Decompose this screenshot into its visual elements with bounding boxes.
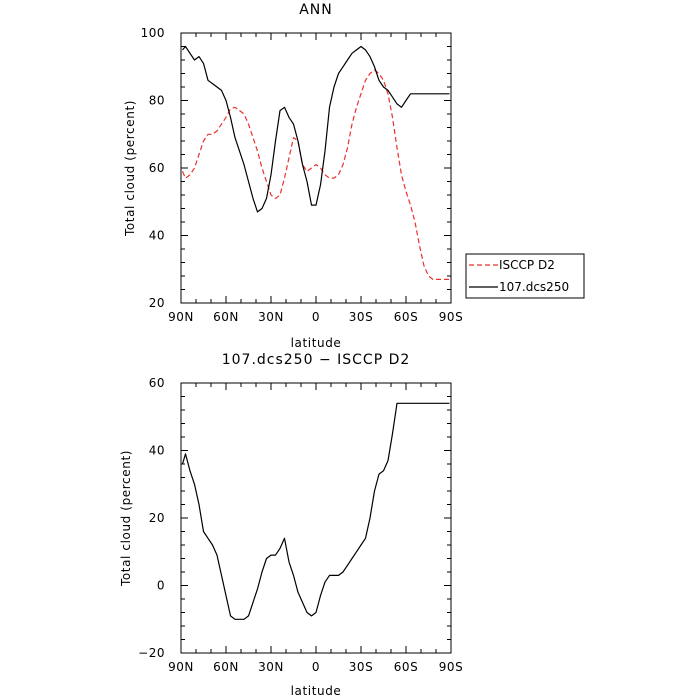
bottom-x-tick-label: 90N <box>168 660 194 674</box>
top-series-line-1 <box>182 45 450 213</box>
bottom-y-tick-label: 0 <box>157 579 165 593</box>
top-y-tick-label: 80 <box>149 94 165 108</box>
bottom-x-tick-label: 60N <box>213 660 239 674</box>
top-x-tick-label: 30S <box>349 310 373 324</box>
bottom-y-tick-label: −20 <box>138 646 165 660</box>
top-plot-frame <box>180 32 452 304</box>
top-panel: ANN 90N 60N 30N 0 30S 60S 90S 20 40 60 80 100 latit… <box>123 2 463 350</box>
bottom-panel-title: 107.dcs250 − ISCCP D2 <box>222 352 411 368</box>
top-x-tick-label: 90S <box>439 310 463 324</box>
top-y-tick-label: 60 <box>149 161 165 175</box>
bottom-series-line-0 <box>181 402 450 620</box>
legend-label-isccp: ISCCP D2 <box>499 258 555 272</box>
top-y-axis-label: Total cloud (percent) <box>123 100 137 237</box>
bottom-y-tick-label: 40 <box>149 444 165 458</box>
bottom-x-axis-label: latitude <box>291 684 342 698</box>
bottom-x-tick-label: 30N <box>258 660 284 674</box>
top-x-axis-label: latitude <box>291 336 342 350</box>
bottom-y-tick-label: 20 <box>149 511 165 525</box>
bottom-ticks-layer: 90N 60N 30N 0 30S 60S 90S −20 0 20 40 60 <box>138 376 463 674</box>
bottom-y-tick-label: 60 <box>149 376 165 390</box>
bottom-x-tick-label: 90S <box>439 660 463 674</box>
bottom-series-layer <box>181 402 450 620</box>
top-x-tick-label: 60S <box>394 310 418 324</box>
bottom-panel: 107.dcs250 − ISCCP D2 90N 60N 30N 0 30S 60S 90… <box>119 352 463 698</box>
top-y-tick-label: 40 <box>149 229 165 243</box>
bottom-x-tick-label: 30S <box>349 660 373 674</box>
bottom-y-axis-label: Total cloud (percent) <box>119 450 133 587</box>
top-panel-title: ANN <box>299 2 333 18</box>
top-x-tick-label: 0 <box>312 310 320 324</box>
top-x-tick-label: 30N <box>258 310 284 324</box>
bottom-x-tick-label: 0 <box>312 660 320 674</box>
top-ticks-layer: 90N 60N 30N 0 30S 60S 90S 20 40 60 80 100 <box>141 26 463 324</box>
top-x-tick-label: 60N <box>213 310 239 324</box>
legend-box <box>465 253 585 299</box>
legend-label-model: 107.dcs250 <box>499 280 569 294</box>
top-y-tick-label: 20 <box>149 296 165 310</box>
top-series-line-0 <box>181 69 450 280</box>
legend: ISCCP D2 107.dcs250 <box>465 253 585 299</box>
top-y-tick-label: 100 <box>141 26 165 40</box>
top-x-tick-label: 90N <box>168 310 194 324</box>
top-series-layer <box>181 45 450 280</box>
bottom-x-tick-label: 60S <box>394 660 418 674</box>
